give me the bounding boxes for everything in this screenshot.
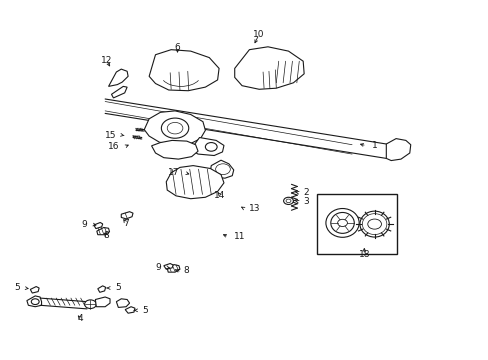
Text: 9: 9: [81, 220, 87, 229]
Polygon shape: [151, 140, 198, 159]
Ellipse shape: [362, 213, 386, 235]
Polygon shape: [98, 286, 105, 292]
Bar: [316, 194, 396, 254]
Text: 7: 7: [123, 219, 129, 228]
Polygon shape: [149, 50, 219, 91]
Polygon shape: [111, 86, 127, 98]
Text: 11: 11: [233, 233, 245, 241]
Polygon shape: [108, 69, 128, 86]
Text: 1: 1: [371, 141, 377, 150]
Polygon shape: [97, 228, 109, 235]
Text: 15: 15: [104, 130, 116, 139]
Polygon shape: [234, 47, 304, 89]
Text: 2: 2: [303, 188, 308, 197]
Text: 10: 10: [253, 30, 264, 39]
Text: 5: 5: [115, 284, 121, 292]
Polygon shape: [163, 264, 173, 269]
Polygon shape: [386, 139, 410, 161]
Circle shape: [215, 164, 230, 175]
Circle shape: [283, 197, 293, 204]
Text: 5: 5: [14, 284, 20, 292]
Text: 13: 13: [249, 204, 261, 213]
Text: 14: 14: [214, 191, 225, 199]
Text: 9: 9: [155, 263, 161, 271]
Circle shape: [31, 299, 39, 305]
Text: 5: 5: [142, 306, 147, 315]
Polygon shape: [95, 297, 110, 307]
Ellipse shape: [359, 211, 388, 237]
Text: 3: 3: [303, 197, 308, 206]
Text: 6: 6: [174, 43, 180, 52]
Text: 17: 17: [168, 168, 180, 177]
Circle shape: [161, 118, 188, 138]
Polygon shape: [210, 160, 233, 178]
Polygon shape: [121, 212, 133, 219]
Polygon shape: [190, 138, 224, 156]
Polygon shape: [125, 307, 135, 313]
Polygon shape: [167, 265, 180, 272]
Text: 18: 18: [358, 251, 369, 259]
Circle shape: [285, 199, 290, 203]
Polygon shape: [116, 299, 129, 307]
Text: 8: 8: [183, 266, 189, 275]
Circle shape: [166, 140, 176, 148]
Circle shape: [205, 143, 217, 151]
Circle shape: [167, 122, 183, 134]
Text: 8: 8: [103, 231, 109, 240]
Text: 12: 12: [101, 56, 112, 65]
Polygon shape: [94, 222, 102, 229]
Polygon shape: [144, 111, 205, 145]
Text: 4: 4: [78, 314, 83, 323]
Text: 16: 16: [107, 143, 119, 152]
Polygon shape: [27, 296, 41, 307]
Circle shape: [367, 219, 381, 229]
Circle shape: [337, 219, 346, 226]
Polygon shape: [30, 287, 39, 293]
Ellipse shape: [330, 212, 353, 233]
Ellipse shape: [325, 208, 358, 237]
Circle shape: [84, 300, 96, 309]
Polygon shape: [166, 166, 224, 199]
